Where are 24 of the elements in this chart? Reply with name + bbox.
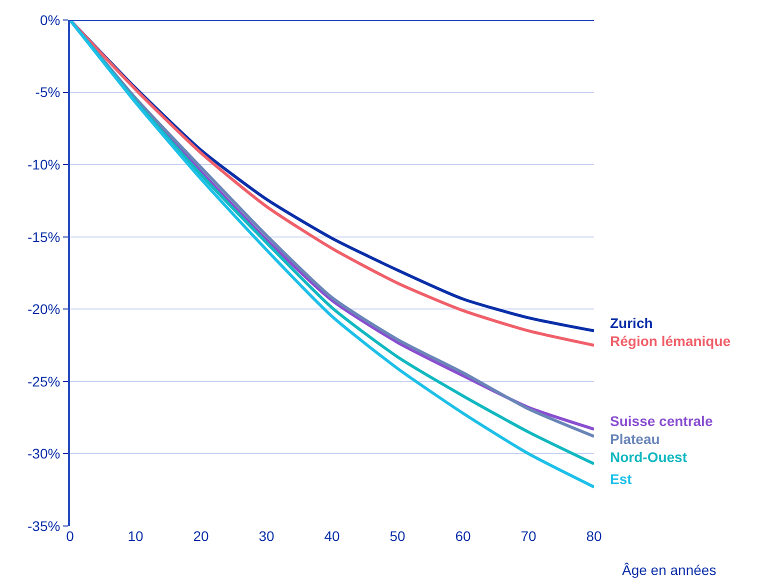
x-tick-label: 20 [193,528,209,544]
y-tick-label: -35% [28,518,60,534]
y-tick-label: -30% [28,446,60,462]
x-tick-label: 80 [586,528,602,544]
x-axis-title: Âge en années [622,562,716,578]
x-tick-label: 30 [258,528,274,544]
y-tick-label: -10% [28,156,60,172]
y-tick-label: -20% [28,301,60,318]
x-tick-label: 50 [390,528,406,544]
y-tick-label: 0% [40,12,60,28]
series-label: Est [610,471,632,487]
series-label: Nord-Ouest [610,449,688,465]
y-tick-label: -25% [28,373,60,390]
y-tick-label: -5% [35,84,60,100]
x-tick-label: 70 [520,528,536,544]
x-tick-label: 10 [128,528,144,544]
series-label: Région lémanique [610,333,731,349]
y-tick-label: -15% [28,228,60,245]
series-label: Plateau [610,431,660,447]
series-label: Suisse centrale [610,413,713,429]
series-label: Zurich [610,315,653,331]
x-tick-label: 0 [66,528,74,544]
x-tick-label: 60 [455,528,471,544]
x-tick-label: 40 [324,528,340,544]
